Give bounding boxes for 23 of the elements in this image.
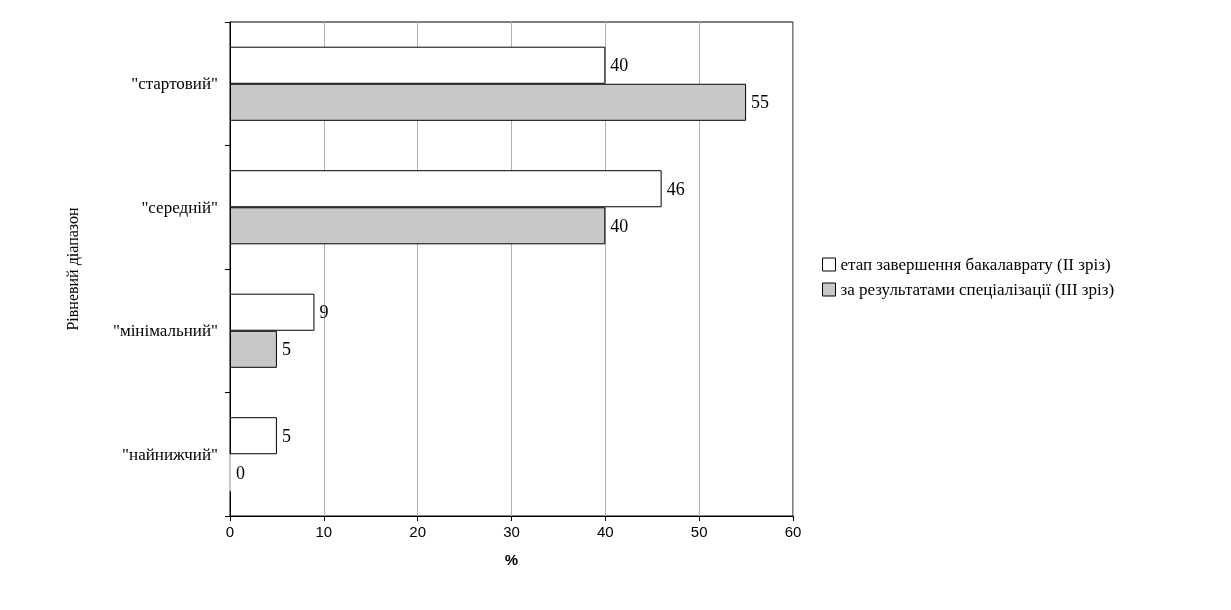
x-tick-label: 50 [690,523,708,540]
x-tick-label: 10 [315,523,333,540]
y-tick-label: "стартовий" [131,74,218,94]
y-axis-title: Рівневий діапазон [63,206,82,331]
y-tick-label: "найнижчий" [122,444,218,464]
data-label: 40 [610,215,629,236]
data-label: 5 [281,425,291,446]
x-tick-label: 20 [409,523,427,540]
x-tick-label: 60 [784,523,802,540]
legend-label: етап завершення бакалаврату (ІІ зріз) [840,255,1111,274]
x-tick-label: 40 [596,523,614,540]
data-label: 40 [610,55,629,76]
data-label: 5 [281,339,291,360]
data-label: 55 [751,92,770,113]
data-label: 46 [666,178,685,199]
data-label: 9 [319,302,329,323]
legend-label: за результатами спеціалізації (ІІІ зріз) [840,280,1115,299]
x-tick-label: 30 [503,523,520,540]
y-tick-label: "середній" [141,197,218,217]
x-axis-title: % [504,551,519,568]
y-tick-label: "мінімальний" [112,321,218,341]
x-tick-label: 0 [225,523,235,540]
data-label: 0 [236,462,245,483]
